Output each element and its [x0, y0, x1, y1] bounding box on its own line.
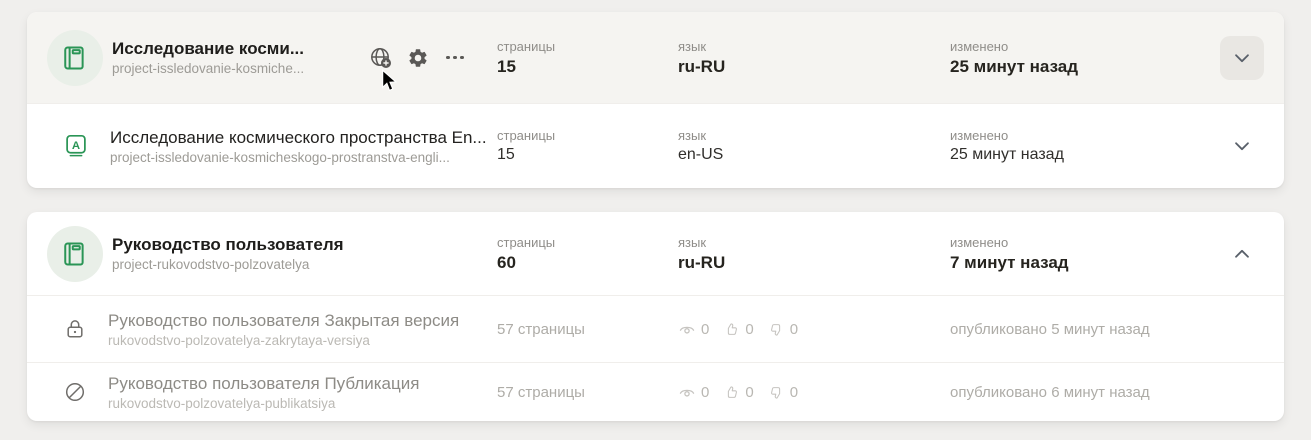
release-title: Руководство пользователя Закрытая версия — [108, 310, 460, 330]
thumb-down-icon — [770, 323, 780, 336]
thumb-up-icon — [728, 385, 738, 398]
project-card-space: Исследование косми... project-issledovan… — [27, 12, 1284, 188]
release-row-unpublished[interactable]: Руководство пользователя Публикация ruko… — [27, 362, 1284, 421]
expand-project-button[interactable] — [1220, 35, 1264, 80]
release-pages: 57 страницы — [497, 383, 585, 401]
header-actions — [369, 46, 467, 70]
expand-version-button[interactable] — [1220, 124, 1264, 168]
translation-version-row[interactable]: A Исследование космического пространства… — [27, 103, 1284, 188]
chevron-down-icon — [1235, 53, 1249, 62]
gear-icon[interactable] — [406, 46, 430, 70]
release-published: опубликовано 6 минут назад — [950, 383, 1150, 401]
release-stats: 0 0 0 — [678, 383, 807, 401]
language-label: язык — [678, 38, 707, 54]
language-label: язык — [678, 128, 707, 143]
release-pages: 57 страницы — [497, 320, 585, 338]
project-avatar — [47, 29, 103, 86]
version-title: Исследование космического пространства E… — [110, 127, 487, 147]
release-published: опубликовано 5 минут назад — [950, 320, 1150, 338]
dislikes-count: 0 — [789, 320, 799, 338]
pages-value: 60 — [497, 252, 516, 272]
project-header-row[interactable]: Руководство пользователя project-rukovod… — [27, 212, 1284, 295]
thumb-down-icon — [770, 386, 780, 399]
svg-text:A: A — [72, 140, 80, 152]
modified-value: 25 минут назад — [950, 146, 1064, 163]
pages-label: страницы — [497, 38, 556, 54]
language-label: язык — [678, 234, 707, 250]
project-title: Исследование косми... — [112, 39, 305, 58]
pages-value: 15 — [497, 146, 515, 163]
views-eye-icon — [679, 389, 695, 397]
modified-value: 25 минут назад — [950, 56, 1079, 76]
likes-count: 0 — [745, 383, 754, 401]
language-a-icon: A — [63, 134, 89, 158]
chevron-down-icon — [1235, 142, 1249, 151]
version-slug: project-issledovanie-kosmicheskogo-prost… — [110, 149, 450, 165]
project-title: Руководство пользователя — [112, 235, 344, 254]
book-icon — [64, 242, 84, 265]
project-slug: project-issledovanie-kosmiche... — [112, 61, 305, 76]
modified-label: изменено — [950, 234, 1009, 250]
no-entry-icon — [63, 380, 87, 404]
dislikes-count: 0 — [789, 383, 799, 401]
thumb-up-icon — [728, 322, 738, 335]
release-slug: rukovodstvo-polzovatelya-zakrytaya-versi… — [108, 332, 370, 348]
projects-list: Исследование косми... project-issledovan… — [27, 12, 1284, 421]
lock-icon — [63, 317, 87, 341]
project-avatar — [47, 225, 103, 282]
release-slug: rukovodstvo-polzovatelya-publikatsiya — [108, 395, 336, 411]
chevron-up-icon — [1235, 249, 1249, 258]
views-count: 0 — [701, 320, 710, 338]
project-card-manual: Руководство пользователя project-rukovod… — [27, 212, 1284, 421]
views-count: 0 — [701, 383, 710, 401]
globe-add-icon[interactable] — [369, 46, 393, 70]
pages-label: страницы — [497, 128, 556, 143]
release-title: Руководство пользователя Публикация — [108, 373, 420, 393]
likes-count: 0 — [745, 320, 754, 338]
language-value: ru-RU — [678, 252, 726, 272]
release-row-closed[interactable]: Руководство пользователя Закрытая версия… — [27, 295, 1284, 362]
modified-value: 7 минут назад — [950, 252, 1069, 272]
language-value: en-US — [678, 146, 724, 163]
modified-label: изменено — [950, 38, 1009, 54]
modified-label: изменено — [950, 128, 1009, 143]
book-icon — [64, 46, 84, 69]
language-value: ru-RU — [678, 56, 726, 76]
pages-value: 15 — [497, 56, 516, 76]
ellipsis-icon[interactable] — [443, 46, 467, 70]
views-eye-icon — [679, 326, 695, 334]
collapse-project-button[interactable] — [1220, 232, 1264, 276]
release-stats: 0 0 0 — [678, 320, 807, 338]
pages-label: страницы — [497, 234, 556, 250]
project-slug: project-rukovodstvo-polzovatelya — [112, 257, 310, 272]
project-header-row[interactable]: Исследование косми... project-issledovan… — [27, 12, 1284, 103]
